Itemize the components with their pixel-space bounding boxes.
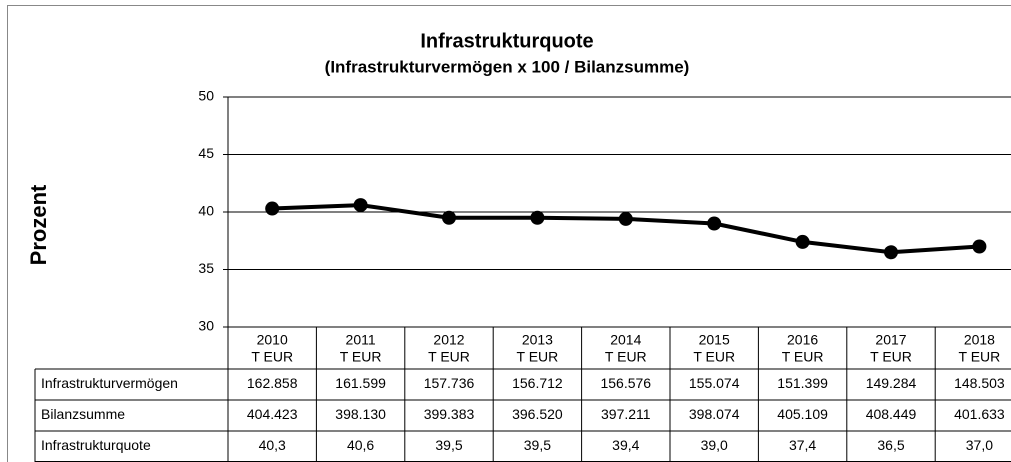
table-cell: 39,5 [435,437,462,453]
table-cell: 39,4 [612,437,639,453]
table-cell: 161.599 [335,375,386,391]
table-cell: 398.130 [335,406,386,422]
table-cell: 155.074 [689,375,740,391]
y-tick-label: 45 [198,145,214,161]
x-tick-unit: T EUR [605,349,647,365]
x-tick-unit: T EUR [959,349,1001,365]
data-point [795,234,810,249]
x-tick-unit: T EUR [782,349,824,365]
y-tick-label: 35 [198,260,214,276]
chart-frame [7,5,1011,462]
table-cell: 397.211 [601,406,651,422]
row-label: Infrastrukturvermögen [41,375,178,391]
table-cell: 157.736 [424,375,475,391]
data-point [265,201,280,216]
table-cell: 401.633 [954,406,1005,422]
table-cell: 36,5 [877,437,904,453]
table-cell: 156.576 [600,375,651,391]
table-cell: 40,3 [259,437,286,453]
x-tick-unit: T EUR [870,349,912,365]
table-cell: 151.399 [777,375,828,391]
x-tick-label: 2018 [964,332,995,348]
data-point [884,245,898,260]
data-point [353,198,368,213]
data-point [530,210,545,225]
table-cell: 408.449 [866,406,917,422]
row-label: Infrastrukturquote [41,437,151,453]
table-cell: 40,6 [347,437,374,453]
table-cell: 149.284 [866,375,917,391]
x-tick-unit: T EUR [693,349,735,365]
table-cell: 156.712 [512,375,563,391]
table-cell: 404.423 [247,406,298,422]
table-cell: 396.520 [512,406,563,422]
table-cell: 37,4 [789,437,816,453]
x-tick-label: 2013 [522,332,553,348]
x-tick-unit: T EUR [340,349,382,365]
x-tick-label: 2011 [346,332,376,348]
x-tick-label: 2010 [257,332,288,348]
x-tick-unit: T EUR [251,349,293,365]
x-tick-label: 2016 [787,332,818,348]
table-cell: 398.074 [689,406,740,422]
x-tick-label: 2014 [610,332,641,348]
table-cell: 148.503 [954,375,1005,391]
table-cell: 162.858 [247,375,298,391]
table-cell: 405.109 [777,406,828,422]
y-tick-label: 40 [198,203,214,219]
y-tick-label: 30 [198,318,214,334]
y-axis-label: Prozent [26,184,51,265]
chart-title: Infrastrukturquote [420,30,593,52]
x-tick-unit: T EUR [517,349,559,365]
table-cell: 37,0 [966,437,993,453]
x-tick-label: 2015 [699,332,730,348]
x-tick-label: 2012 [433,332,464,348]
x-tick-unit: T EUR [428,349,470,365]
chart-subtitle: (Infrastrukturvermögen x 100 / Bilanzsum… [325,57,690,76]
data-point [618,211,633,226]
row-label: Bilanzsumme [41,406,125,422]
table-cell: 39,5 [524,437,551,453]
x-tick-label: 2017 [875,332,906,348]
data-point [972,239,987,254]
data-point [442,210,456,225]
table-cell: 399.383 [424,406,475,422]
data-point [707,216,722,231]
table-cell: 39,0 [701,437,728,453]
y-tick-label: 50 [198,88,214,104]
